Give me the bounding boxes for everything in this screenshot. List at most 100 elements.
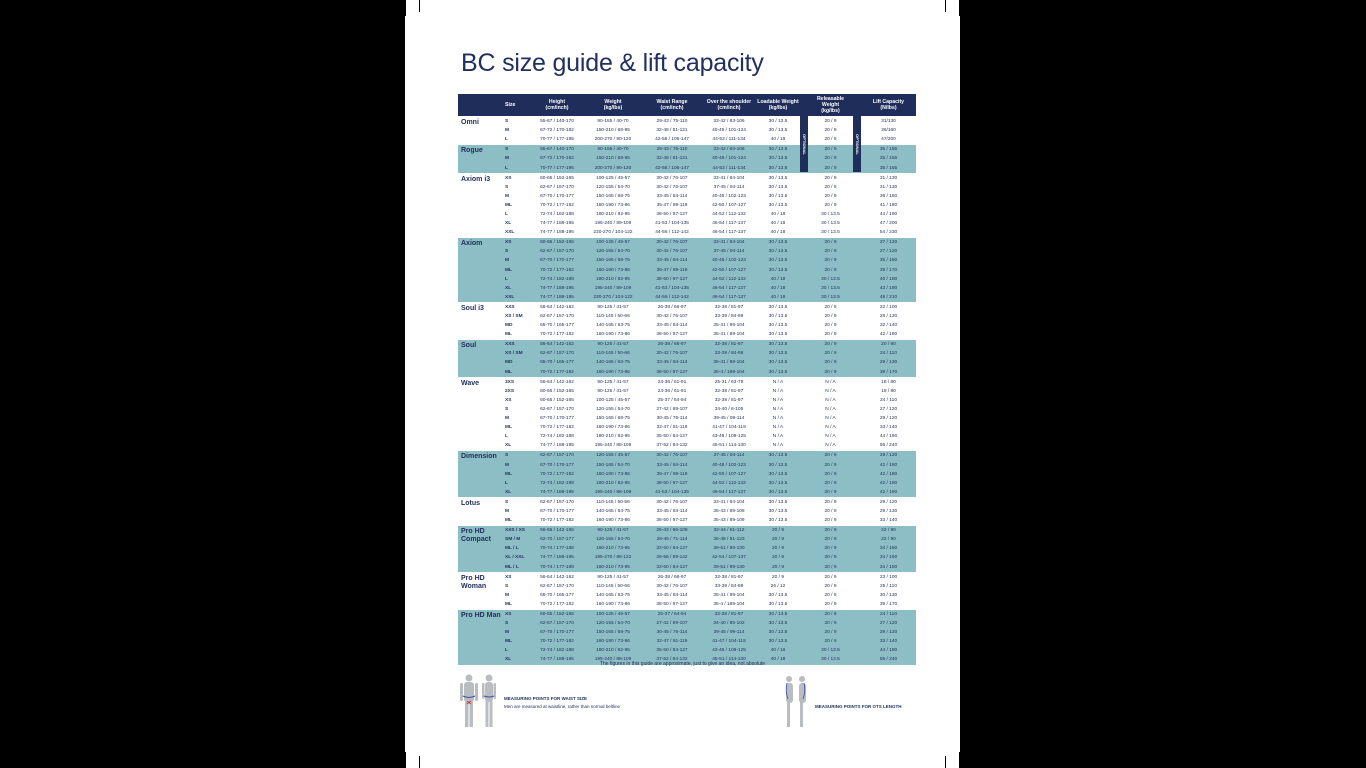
table-cell: 30-42 / 76-107 [656,453,688,459]
table-cell: M [505,193,509,199]
table-cell: N / A [772,434,784,440]
table-row: XS 60-65 / 152-165 100-125 / 45-57 25-37 / … [458,396,916,405]
table-row: M 65-70 / 165-177 140-165 / 63-75 33-45 / 8… [458,591,916,600]
table-cell: XS / SM [505,351,523,357]
column-header: Releasable Weight (kg/lbs) [816,96,845,114]
waist-caption-title: MEASURING POINTS FOR WAIST SIZE [504,696,588,701]
table-cell: 74-77 / 188-195 [540,555,574,561]
model-name: Rogue [461,147,483,155]
table-cell: 41-47 / 104-119 [712,425,746,431]
table-cell: 43-49 / 109-125 [712,648,746,654]
table-cell: 27 / 120 [879,406,898,412]
table-cell: 30 / 13.5 [768,184,788,190]
table-cell: 90-155 / 40-70 [597,119,629,125]
table-cell: 32-38 / 81-97 [714,397,744,403]
table-cell: 160-210 / 73-95 [596,564,630,570]
table-cell: 32-38 / 81-97 [714,342,744,348]
table-cell: 35-47 / 89-119 [656,202,688,208]
table-cell: 60-65 / 152-165 [540,240,574,246]
table-cell: 160-190 / 73-86 [596,332,630,338]
table-cell: 30 / 13.5 [768,202,788,208]
table-cell: 39 / 170 [879,601,898,607]
table-cell: 40 / 18 [770,285,786,291]
table-cell: 44-52 / 112-132 [712,276,746,282]
model-name: Dimension [461,453,497,461]
table-cell: 55-67 / 140-170 [540,147,574,153]
table-cell: 160-190 / 73-86 [596,639,630,645]
table-row: M 67-72 / 170-182 150-210 / 68-95 32-48 / 8… [458,126,916,135]
table-cell: 35 / 155 [879,165,898,171]
table-cell: 40-48 / 102-123 [712,462,746,468]
table-cell: 56-64 / 142-162 [540,342,574,348]
table-cell: 24 / 110 [880,612,897,618]
table-cell: S [505,184,509,190]
table-cell: 20 / 9 [824,351,837,357]
table-cell: S [505,621,509,627]
table-cell: XXS [505,342,515,348]
table-cell: 30 / 13.5 [821,211,840,217]
table-cell: XXL [505,294,515,300]
table-cell: 67-70 / 170-177 [540,508,574,514]
table-cell: 30 / 13.5 [768,323,788,329]
table-cell: S [505,249,509,255]
table-cell: 90-125 / 41-57 [597,574,629,580]
model-group: Pro HD Man XS 60-65 / 152-165 100-125 / 45-… [458,608,916,665]
table-cell: S [505,119,509,125]
table-cell: N / A [772,443,784,449]
table-cell: XXS / XS [505,528,525,534]
table-cell: 160-190 / 73-86 [596,202,630,208]
table-row: XS 56-64 / 142-162 90-125 / 41-57 26-38 / 6… [458,573,916,582]
table-cell: 30 / 13.5 [768,471,788,477]
table-cell: 29-43 / 75-110 [656,147,688,153]
table-cell: 30 / 13.5 [821,294,840,300]
table-header: Size Height (cm/inch) Weight (kg/lbs) Waist… [458,94,916,116]
table-row: S 62-67 / 157-170 120-155 / 54-70 30-42 / 7… [458,247,916,256]
table-cell: 35-41 / 89-104 [713,592,745,598]
table-cell: M [505,258,509,264]
table-cell: 160-190 / 73-86 [596,425,630,431]
table-row: M 67-70 / 170-177 150-165 / 68-75 33-45 / 8… [458,192,916,201]
table-cell: 30 / 13.5 [821,276,840,282]
table-cell: 90-125 / 41-57 [597,342,629,348]
table-row: S 55-67 / 140-170 90-155 / 40-70 29-43 / 75… [458,117,916,126]
crop-mark [405,752,406,768]
table-cell: 37-52 / 94-132 [656,657,688,663]
table-row: S 62-67 / 157-170 120-155 / 54-70 30-42 / 7… [458,183,916,192]
table-cell: 42-50 / 107-127 [712,202,746,208]
model-group: Pro HD Woman XS 56-64 / 142-162 90-125 / 41… [458,571,916,609]
table-cell: 33-45 / 84-114 [656,360,688,366]
table-cell: 28-45 / 71-114 [656,537,688,543]
table-cell: 35-50 / 84-127 [656,648,688,654]
table-cell: 74-77 / 188-195 [540,221,574,227]
table-cell: ML [505,601,512,607]
table-cell: 44 / 190 [879,648,898,654]
table-cell: 30 / 13.5 [768,630,788,636]
table-cell: 47/200 [881,137,896,143]
table-cell: S [505,499,509,505]
table-cell: 35 / 155 [879,156,898,162]
table-cell: 41-47 / 104-119 [712,639,746,645]
table-cell: 160-190 / 73-86 [596,601,630,607]
table-cell: 90-125 / 41-57 [597,528,629,534]
table-cell: 20 / 9 [771,555,784,561]
table-cell: 72-74 / 182-188 [540,276,574,282]
table-cell: 44 / 190 [879,434,898,440]
table-cell: 30 / 13.5 [768,462,788,468]
table-cell: N / A [825,397,836,403]
table-cell: 30 / 13.5 [768,499,788,505]
table-cell: 33-39 / 84-99 [714,351,744,357]
table-row: XL 74-77 / 188-195 195-240 / 88-109 41-53 /… [458,488,916,497]
table-cell: 29 / 120 [879,499,898,505]
table-cell: 27 / 120 [879,240,898,246]
table-cell: 30 / 13.5 [768,453,788,459]
table-cell: 20 / 9 [824,528,837,534]
table-cell: 70-72 / 177-182 [540,267,574,273]
table-cell: 62-67 / 157-170 [540,499,574,505]
table-cell: 30 / 13.5 [768,489,788,495]
table-cell: 33 / 140 [879,639,898,645]
table-row: ML 70-72 / 177-182 160-190 / 73-86 38-50 / … [458,516,916,525]
table-cell: 39-51 / 99-130 [713,546,745,552]
table-cell: 62-67 / 157-170 [540,314,574,320]
table-cell: 20 / 9 [824,592,837,598]
table-cell: 70-72 / 177-182 [540,369,574,375]
